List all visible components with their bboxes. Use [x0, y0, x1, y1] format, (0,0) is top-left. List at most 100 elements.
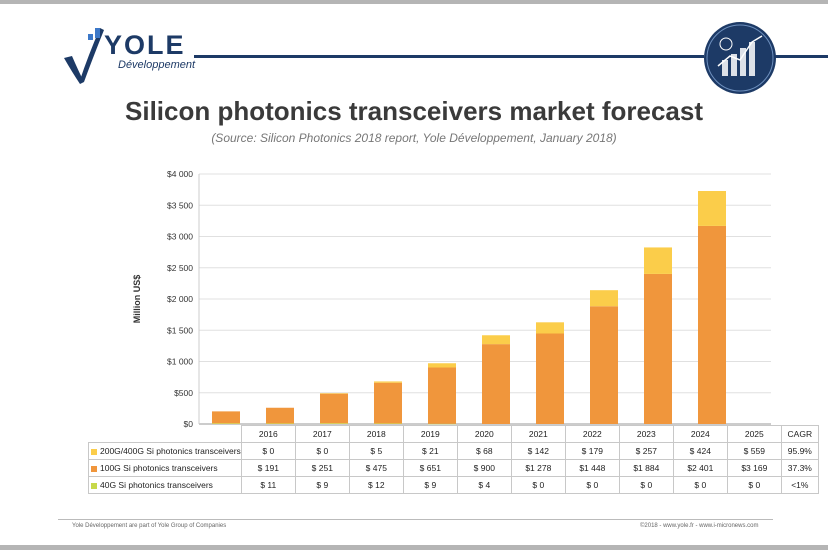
table-year-header: 2020	[456, 425, 512, 443]
table-year-header: 2021	[510, 425, 566, 443]
bar-segment	[320, 423, 348, 424]
bar-segment	[374, 382, 402, 424]
table-cagr-cell: 95.9%	[780, 442, 819, 460]
table-year-header: 2019	[402, 425, 458, 443]
table-value-cell: $ 68	[456, 442, 512, 460]
table-header-row: 2016 2017 2018 2019 2020 2021 2022 2023 2024 2025…	[89, 425, 819, 443]
brand-tagline: Développement	[118, 59, 196, 71]
footer-right-text: ©2018 - www.yole.fr - www.i-micronews.co…	[640, 523, 759, 529]
table-value-cell: $ 4	[456, 476, 512, 494]
table-value-cell: $ 0	[240, 442, 296, 460]
bar-segment	[482, 335, 510, 345]
y-tick-label: $4 000	[167, 169, 193, 179]
table-value-cell: $ 0	[294, 442, 350, 460]
table-value-cell: $ 651	[402, 459, 458, 477]
y-tick-label: $500	[174, 388, 193, 398]
table-value-cell: $ 9	[402, 476, 458, 494]
y-tick-label: $0	[184, 419, 194, 429]
analytics-badge-icon	[704, 22, 776, 94]
table-value-cell: $1 278	[510, 459, 566, 477]
table-year-header: 2017	[294, 425, 350, 443]
table-value-cell: $ 11	[240, 476, 296, 494]
table-year-header: 2018	[348, 425, 404, 443]
bar-segment	[266, 407, 294, 424]
table-value-cell: $ 475	[348, 459, 404, 477]
table-value-cell: $ 21	[402, 442, 458, 460]
table-row: 100G Si photonics transceivers $ 191 $ 251…	[88, 459, 819, 477]
page-title: Silicon photonics transceivers market fo…	[125, 96, 703, 126]
table-year-header: 2023	[618, 425, 674, 443]
page-subtitle: (Source: Silicon Photonics 2018 report, …	[211, 131, 617, 145]
bar-segment	[374, 423, 402, 424]
brand-name: YOLE	[104, 30, 186, 60]
table-value-cell: $ 179	[564, 442, 620, 460]
legend-swatch	[91, 448, 97, 455]
data-table: 2016 2017 2018 2019 2020 2021 2022 2023 2024 2025…	[88, 425, 819, 494]
table-value-cell: $ 142	[510, 442, 566, 460]
table-value-cell: $ 0	[726, 476, 782, 494]
table-value-cell: $ 257	[618, 442, 674, 460]
table-year-header: 2025	[726, 425, 782, 443]
table-value-cell: $2 401	[672, 459, 728, 477]
table-value-cell: $ 0	[564, 476, 620, 494]
yole-logo-icon	[64, 28, 104, 84]
y-tick-label: $3 000	[167, 232, 193, 242]
y-tick-label: $3 500	[167, 200, 193, 210]
series-label-cell: 40G Si photonics transceivers	[88, 476, 242, 494]
table-value-cell: $ 424	[672, 442, 728, 460]
table-corner-cell	[89, 426, 242, 443]
header-divider-right	[770, 55, 828, 58]
bar-segment	[320, 393, 348, 424]
bar-segment	[212, 411, 240, 424]
series-name: 200G/400G Si photonics transceivers	[100, 446, 241, 456]
footer-divider	[58, 519, 773, 520]
bar-segment	[428, 423, 456, 425]
y-tick-label: $1 000	[167, 357, 193, 367]
y-axis-label: Million US$	[132, 275, 142, 324]
table-value-cell: $ 900	[456, 459, 512, 477]
header-divider	[194, 55, 704, 58]
series-name: 40G Si photonics transceivers	[100, 480, 213, 490]
bar-segment	[212, 423, 240, 424]
bar-segment	[536, 322, 564, 334]
bottom-border	[0, 545, 828, 550]
legend-swatch	[91, 465, 97, 472]
series-label-cell: 200G/400G Si photonics transceivers	[88, 442, 242, 460]
bar-segment	[482, 344, 510, 424]
table-year-header: 2024	[672, 425, 728, 443]
table-row: 40G Si photonics transceivers $ 11 $ 9 $ 12…	[88, 476, 819, 494]
table-value-cell: $1 448	[564, 459, 620, 477]
table-value-cell: $ 559	[726, 442, 782, 460]
series-label-cell: 100G Si photonics transceivers	[88, 459, 242, 477]
bar-segment	[266, 423, 294, 424]
bar-segment	[698, 225, 726, 424]
table-row: 200G/400G Si photonics transceivers $ 0 $ …	[88, 442, 819, 460]
table-value-cell: $ 0	[618, 476, 674, 494]
bar-segment	[374, 381, 402, 383]
bar-segment	[644, 247, 672, 274]
table-year-header: 2022	[564, 425, 620, 443]
table-value-cell: $ 191	[240, 459, 296, 477]
table-value-cell: $ 0	[510, 476, 566, 494]
series-name: 100G Si photonics transceivers	[100, 463, 218, 473]
table-value-cell: $ 5	[348, 442, 404, 460]
table-value-cell: $ 9	[294, 476, 350, 494]
bar-segment	[320, 393, 348, 394]
table-value-cell: $ 12	[348, 476, 404, 494]
table-value-cell: $ 0	[672, 476, 728, 494]
table-value-cell: $ 251	[294, 459, 350, 477]
bar-segment	[428, 363, 456, 368]
table-cagr-cell: <1%	[780, 476, 819, 494]
bar-segment	[590, 290, 618, 307]
y-tick-label: $1 500	[167, 325, 193, 335]
y-tick-label: $2 500	[167, 263, 193, 273]
table-cagr-header: CAGR	[780, 425, 819, 443]
table-value-cell: $3 169	[726, 459, 782, 477]
bar-segment	[536, 333, 564, 424]
bar-segment	[428, 367, 456, 424]
y-tick-label: $2 000	[167, 294, 193, 304]
legend-swatch	[91, 482, 97, 489]
top-border	[0, 0, 828, 4]
table-year-header: 2016	[240, 425, 296, 443]
